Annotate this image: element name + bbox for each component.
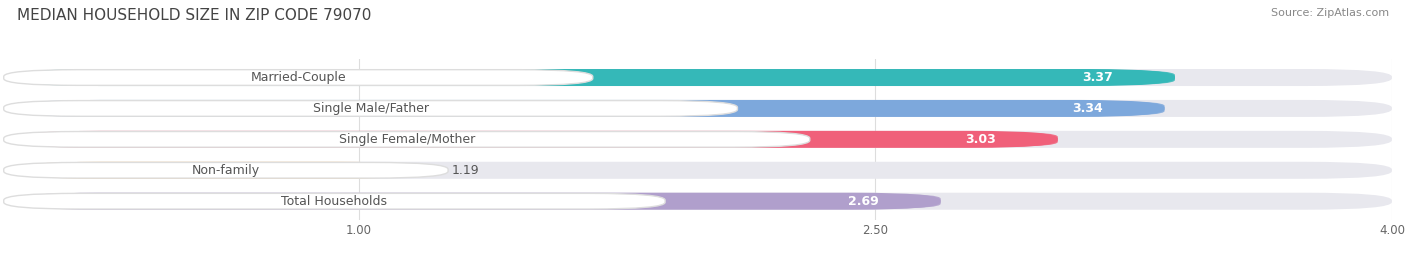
Text: Total Households: Total Households (281, 195, 388, 208)
FancyBboxPatch shape (4, 162, 449, 178)
Text: 2.69: 2.69 (848, 195, 879, 208)
FancyBboxPatch shape (14, 100, 1164, 117)
Text: 3.34: 3.34 (1071, 102, 1102, 115)
FancyBboxPatch shape (1012, 70, 1175, 85)
FancyBboxPatch shape (14, 131, 1392, 148)
FancyBboxPatch shape (14, 162, 1392, 179)
FancyBboxPatch shape (4, 132, 810, 147)
FancyBboxPatch shape (1002, 101, 1164, 116)
FancyBboxPatch shape (4, 193, 665, 209)
FancyBboxPatch shape (14, 162, 425, 179)
Text: Non-family: Non-family (191, 164, 260, 177)
FancyBboxPatch shape (779, 194, 941, 209)
Text: 3.03: 3.03 (965, 133, 995, 146)
Text: Source: ZipAtlas.com: Source: ZipAtlas.com (1271, 8, 1389, 18)
FancyBboxPatch shape (4, 70, 593, 85)
FancyBboxPatch shape (14, 131, 1057, 148)
FancyBboxPatch shape (4, 100, 738, 116)
Text: Single Male/Father: Single Male/Father (312, 102, 429, 115)
FancyBboxPatch shape (14, 193, 1392, 210)
Text: 3.37: 3.37 (1083, 71, 1112, 84)
Text: Married-Couple: Married-Couple (250, 71, 346, 84)
FancyBboxPatch shape (14, 100, 1392, 117)
Text: MEDIAN HOUSEHOLD SIZE IN ZIP CODE 79070: MEDIAN HOUSEHOLD SIZE IN ZIP CODE 79070 (17, 8, 371, 23)
Text: Single Female/Mother: Single Female/Mother (339, 133, 475, 146)
Text: 1.19: 1.19 (451, 164, 479, 177)
FancyBboxPatch shape (896, 132, 1057, 147)
FancyBboxPatch shape (14, 69, 1175, 86)
FancyBboxPatch shape (14, 69, 1392, 86)
FancyBboxPatch shape (14, 193, 941, 210)
